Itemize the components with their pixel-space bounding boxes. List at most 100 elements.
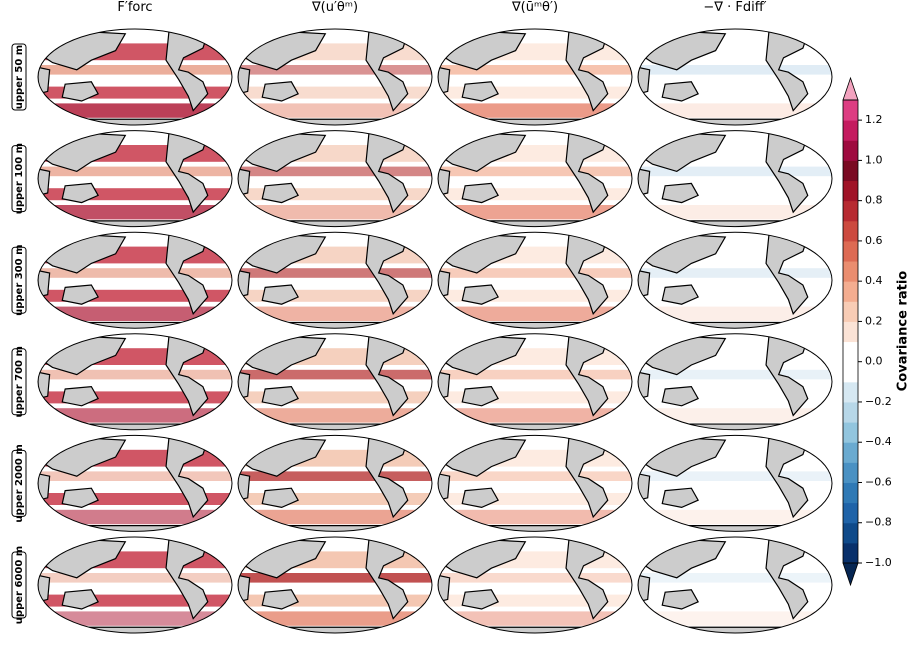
map (638, 131, 832, 229)
map-shade (238, 307, 432, 321)
row-label: upper 50 m (14, 45, 25, 109)
land (438, 271, 450, 297)
land (648, 424, 823, 432)
land (438, 474, 450, 500)
figure: F′forc∇(u′θ̄ᵐ)∇(ūᵐθ′)−∇ · Fdiff′upper 50… (0, 0, 912, 647)
map-shade (238, 408, 432, 422)
land (248, 322, 423, 330)
colorbar-label: Covariance ratio (896, 271, 911, 392)
land (48, 424, 223, 432)
colorbar-bin (843, 442, 858, 463)
map (438, 29, 632, 127)
colorbar-bin (843, 342, 858, 363)
colorbar-tick-label: −0.6 (865, 475, 892, 488)
row-label: upper 300 m (14, 244, 25, 315)
land (448, 322, 623, 330)
land (238, 575, 250, 601)
land (648, 322, 823, 330)
colorbar-tick-label: −0.2 (865, 395, 892, 408)
land (448, 424, 623, 432)
land (238, 372, 250, 398)
map (638, 435, 832, 533)
map (238, 334, 432, 432)
map-shade (438, 103, 632, 117)
column-title: F′forc (117, 0, 152, 15)
map (438, 435, 632, 533)
colorbar-tick-label: −0.8 (865, 516, 892, 529)
colorbar-tick-label: 1.2 (865, 113, 883, 126)
map-shade (438, 510, 632, 524)
land (438, 169, 450, 195)
map-shade (38, 307, 232, 321)
row-label: upper 700 m (14, 346, 25, 417)
land (648, 119, 823, 127)
land (648, 526, 823, 534)
colorbar-bin (843, 362, 858, 383)
map-shade (638, 611, 832, 625)
colorbar-extend-high (843, 78, 858, 100)
colorbar-bin (843, 482, 858, 503)
land (38, 169, 50, 195)
land (248, 424, 423, 432)
colorbar-tick-label: 0.2 (865, 314, 883, 327)
land (638, 67, 650, 93)
map-shade (438, 408, 632, 422)
map-shade (38, 408, 232, 422)
land (38, 575, 50, 601)
land (238, 169, 250, 195)
map (638, 232, 832, 330)
colorbar-bin (843, 301, 858, 322)
land (248, 119, 423, 127)
map-shade (638, 103, 832, 117)
colorbar-bin (843, 241, 858, 262)
map (38, 435, 232, 533)
land (48, 221, 223, 229)
map-shade (438, 307, 632, 321)
map (38, 29, 232, 127)
map (38, 232, 232, 330)
column-title: −∇ · Fdiff′ (703, 0, 766, 15)
row-label: upper 2000 m (14, 444, 25, 522)
land (48, 322, 223, 330)
colorbar-bin (843, 503, 858, 524)
colorbar-bin (843, 462, 858, 483)
land (38, 372, 50, 398)
land (248, 221, 423, 229)
colorbar-bin (843, 201, 858, 222)
colorbar-tick-label: 1.0 (865, 153, 883, 166)
land (438, 575, 450, 601)
land (38, 67, 50, 93)
map-shade (38, 611, 232, 625)
land (48, 627, 223, 635)
colorbar-tick-label: −1.0 (865, 556, 892, 569)
map (38, 334, 232, 432)
land (448, 119, 623, 127)
colorbar-bin (843, 120, 858, 141)
colorbar-bin (843, 402, 858, 423)
colorbar-bin (843, 221, 858, 242)
land (448, 627, 623, 635)
land (638, 372, 650, 398)
map (238, 537, 432, 635)
land (248, 627, 423, 635)
land (448, 526, 623, 534)
map-shade (238, 510, 432, 524)
row-label: upper 6000 m (14, 546, 25, 624)
map-shade (638, 307, 832, 321)
map (438, 334, 632, 432)
colorbar-tick-label: 0.4 (865, 274, 883, 287)
colorbar-bin (843, 261, 858, 282)
colorbar-tick-label: 0.0 (865, 355, 883, 368)
land (438, 67, 450, 93)
map-shade (238, 611, 432, 625)
map (38, 131, 232, 229)
land (438, 372, 450, 398)
map-shade (238, 205, 432, 219)
colorbar-bin (843, 100, 858, 121)
map-shade (38, 103, 232, 117)
land (248, 526, 423, 534)
map (238, 29, 432, 127)
map (638, 537, 832, 635)
land (448, 221, 623, 229)
map (438, 232, 632, 330)
